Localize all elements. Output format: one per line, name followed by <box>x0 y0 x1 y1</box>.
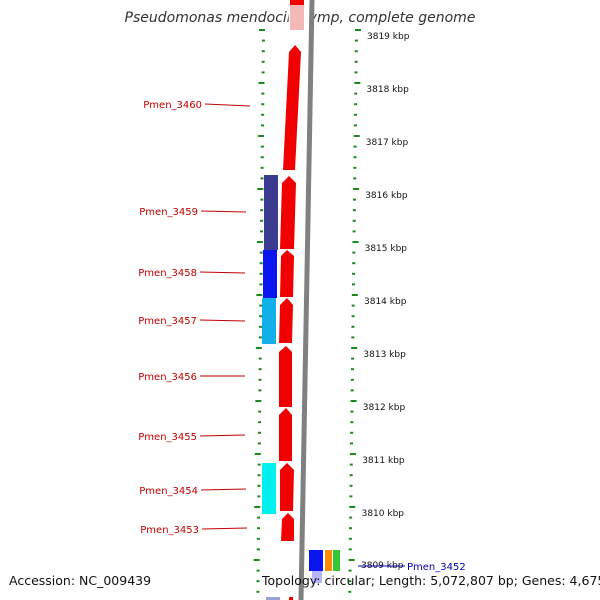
block-pmen-3457[interactable] <box>262 298 276 344</box>
label-leader <box>200 488 247 491</box>
scale-label: 3811 kbp <box>362 456 405 466</box>
gene-arrow-pmen-3458[interactable] <box>280 250 294 297</box>
label-leader <box>199 319 246 322</box>
scale-label: 3817 kbp <box>366 138 409 148</box>
scale-label: 3812 kbp <box>363 403 406 413</box>
gene-label[interactable]: Pmen_3454 <box>139 486 198 497</box>
bottom-mark <box>266 597 280 600</box>
gene-labels: Pmen_3460 Pmen_3459 Pmen_3458 Pmen_3457 Pmen… <box>138 100 465 573</box>
block-pmen-3459[interactable] <box>264 175 278 250</box>
accession-text: Accession: NC_009439 <box>9 573 152 588</box>
block-pmen-3454[interactable] <box>262 463 276 514</box>
block-pmen-3458[interactable] <box>263 250 277 298</box>
genome-stats-text: Topology: circular; Length: 5,072,807 bp… <box>262 573 600 588</box>
gene-label[interactable]: Pmen_3457 <box>138 316 197 327</box>
gene-arrow-faded-top <box>290 0 304 30</box>
gene-label[interactable]: Pmen_3459 <box>139 207 198 218</box>
scale-labels: 3819 kbp 3818 kbp 3817 kbp 3816 kbp 3815 kbp… <box>361 32 410 571</box>
label-leader <box>199 434 246 437</box>
label-leader <box>199 271 246 274</box>
scale-label: 3815 kbp <box>365 244 408 254</box>
gene-arrow-pmen-3459[interactable] <box>280 176 296 249</box>
scale-label: 3816 kbp <box>365 191 408 201</box>
backbone-line <box>298 0 315 600</box>
bottom-mark <box>289 597 293 600</box>
scale-ticks <box>253 29 361 593</box>
gene-arrow-pmen-3455[interactable] <box>279 408 292 461</box>
label-leader <box>204 103 251 107</box>
gene-label[interactable]: Pmen_3453 <box>140 525 199 536</box>
gene-arrow-pmen-3460[interactable] <box>283 45 301 170</box>
gene-label[interactable]: Pmen_3452 <box>407 562 466 573</box>
gene-label[interactable]: Pmen_3456 <box>138 372 197 383</box>
gene-arrow-pmen-3457[interactable] <box>279 298 293 343</box>
label-leader <box>201 527 248 530</box>
scale-label: 3814 kbp <box>364 297 407 307</box>
gene-arrow-pmen-3453[interactable] <box>281 513 294 541</box>
block-pmen-3452[interactable] <box>309 550 340 583</box>
gene-arrow-pmen-3456[interactable] <box>279 346 292 407</box>
gene-label[interactable]: Pmen_3458 <box>138 268 197 279</box>
label-leader <box>200 210 247 213</box>
scale-label: 3810 kbp <box>362 509 405 519</box>
gene-label[interactable]: Pmen_3460 <box>143 100 202 111</box>
gene-arrow-pmen-3454[interactable] <box>280 463 294 511</box>
scale-label: 3813 kbp <box>363 350 406 360</box>
gene-label[interactable]: Pmen_3455 <box>138 432 197 443</box>
label-leaders <box>199 103 405 567</box>
scale-label: 3819 kbp <box>367 32 410 42</box>
scale-label: 3818 kbp <box>366 85 409 95</box>
